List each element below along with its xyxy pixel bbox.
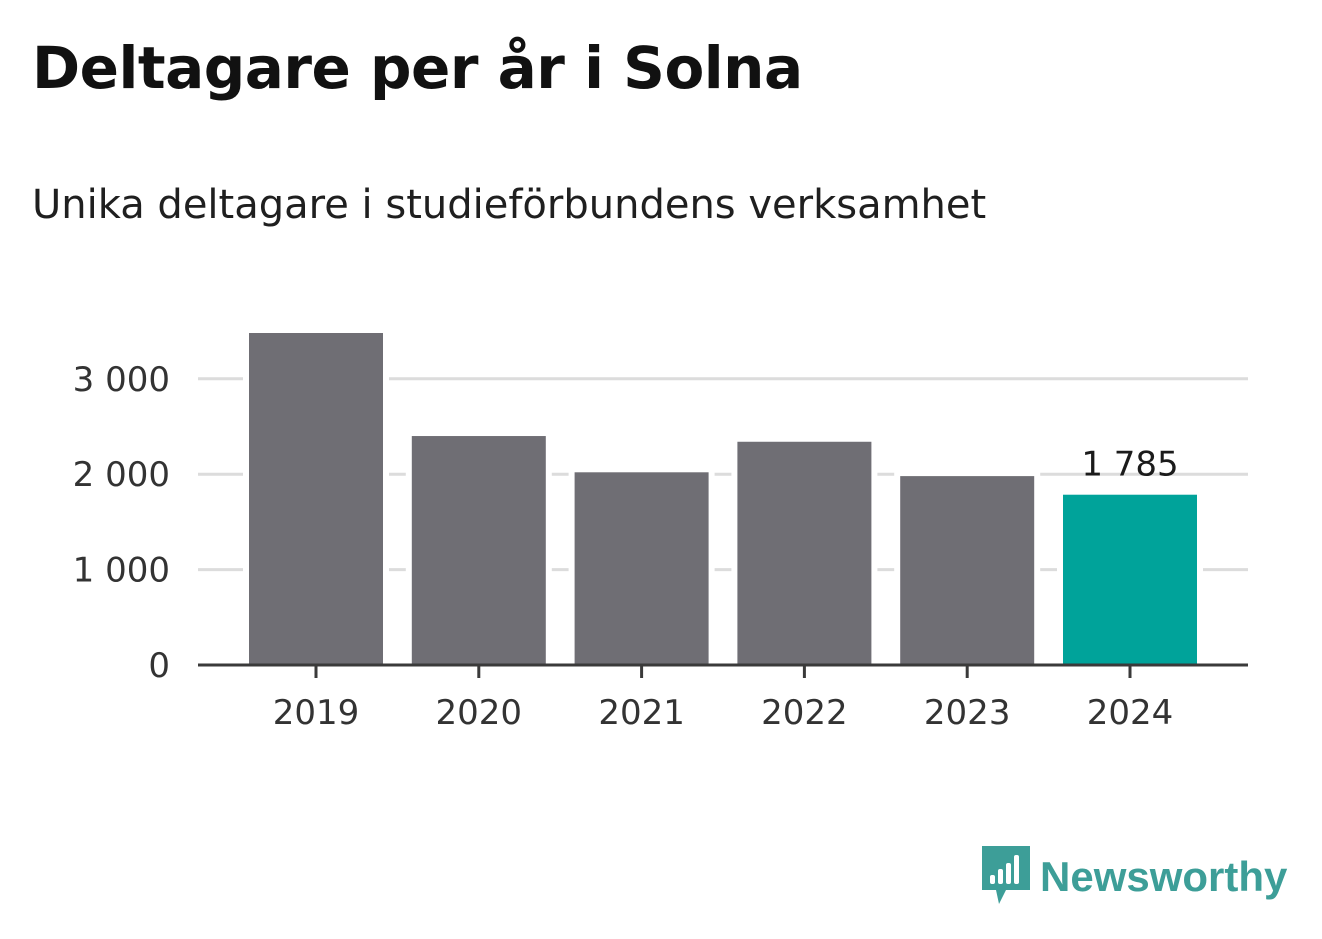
x-tick-label: 2019 [273, 693, 360, 733]
bar-2022 [737, 441, 872, 665]
y-tick-label: 1 000 [73, 551, 170, 591]
chart-subtitle: Unika deltagare i studieförbundens verks… [32, 182, 987, 228]
x-tick-label: 2020 [436, 693, 523, 733]
chart-title: Deltagare per år i Solna [32, 34, 803, 102]
bar-2024 [1063, 494, 1197, 665]
bar-2021 [574, 472, 709, 665]
bar-2023 [900, 476, 1035, 665]
x-axis [198, 663, 1248, 678]
y-tick-label: 3 000 [73, 360, 170, 400]
data-label: 1 785 [1081, 445, 1178, 485]
bars [243, 327, 1203, 665]
x-axis-labels: 2019 2020 2021 2022 2023 2024 [273, 693, 1174, 733]
data-labels: 1 785 [1081, 445, 1178, 485]
x-tick-label: 2021 [598, 693, 685, 733]
x-tick-label: 2023 [924, 693, 1011, 733]
y-axis-labels: 0 1 000 2 000 3 000 [73, 360, 170, 686]
x-tick-label: 2022 [761, 693, 848, 733]
newsworthy-logo: Newsworthy [982, 846, 1287, 908]
newsworthy-logo-icon [982, 846, 1030, 904]
y-tick-label: 2 000 [73, 455, 170, 495]
y-tick-label: 0 [148, 646, 170, 686]
x-tick-label: 2024 [1087, 693, 1174, 733]
bar-2019 [249, 333, 383, 665]
bar-2020 [411, 436, 546, 665]
brand-name: Newsworthy [1040, 853, 1288, 900]
